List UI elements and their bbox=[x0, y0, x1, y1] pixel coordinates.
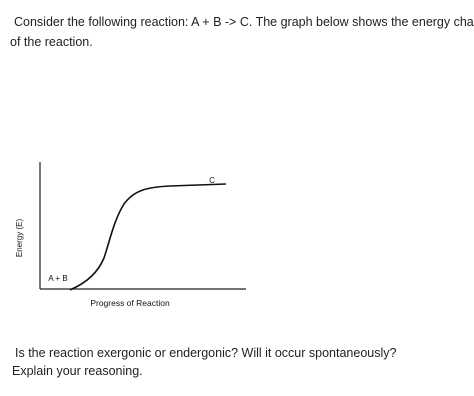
energy-curve bbox=[69, 183, 227, 291]
y-axis-label: Energy (E) bbox=[15, 219, 24, 258]
intro-line: Consider the following reaction: A + B -… bbox=[14, 15, 474, 29]
question-line: Is the reaction exergonic or endergonic?… bbox=[15, 346, 397, 360]
x-axis-label: Progress of Reaction bbox=[90, 298, 170, 308]
product-label: C bbox=[209, 176, 215, 185]
reactant-label: A + B bbox=[48, 274, 67, 283]
intro-line: of the reaction. bbox=[10, 35, 93, 49]
question-line: Explain your reasoning. bbox=[12, 364, 143, 378]
